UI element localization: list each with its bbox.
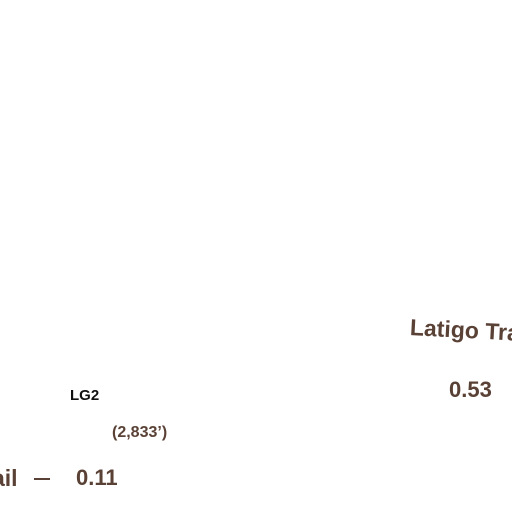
left-trail-label: ail <box>0 465 18 491</box>
left-segment-distance: 0.11 <box>76 465 118 490</box>
segment-separator-dash <box>34 478 50 480</box>
peak-code-label: LG2 <box>70 387 100 404</box>
peak-elevation-label: (2,833’) <box>112 424 168 441</box>
latigo-segment-distance: 0.53 <box>449 377 492 402</box>
latigo-trail-label: Latigo Trail <box>409 314 512 347</box>
